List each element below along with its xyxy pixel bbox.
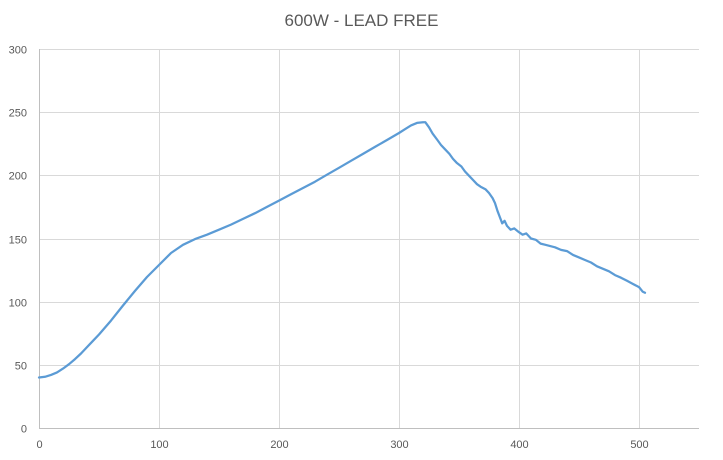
y-tick-label: 150 [9,235,27,247]
series-line-0 [37,121,647,379]
x-tick-label: 300 [390,439,408,451]
y-tick-label: 200 [9,171,27,183]
x-tick-label: 0 [36,439,42,451]
y-tick-label: 300 [9,45,27,57]
y-tick-label: 0 [21,424,27,436]
x-tick-label: 500 [630,439,648,451]
y-tick-label: 50 [15,361,27,373]
x-tick-label: 200 [270,439,288,451]
x-tick-label: 400 [510,439,528,451]
x-tick-label: 100 [150,439,168,451]
chart-title: 600W - LEAD FREE [284,11,439,30]
y-tick-label: 250 [9,108,27,120]
y-tick-label: 100 [9,298,27,310]
